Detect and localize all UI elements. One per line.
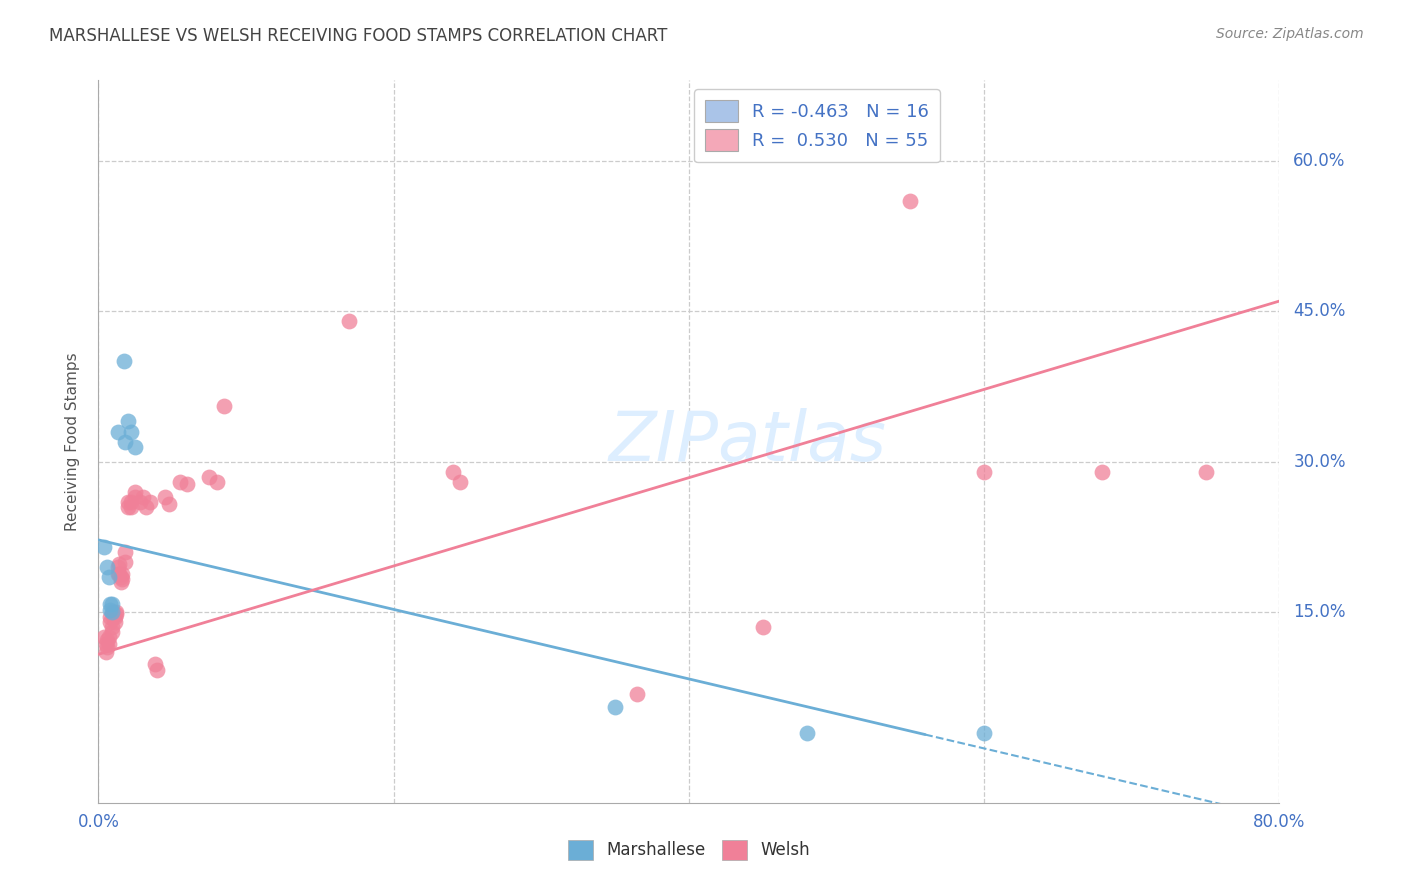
Point [973,465,995,479]
Point [103,610,125,624]
Point [112,354,135,368]
Point [103,605,125,619]
Point [153,490,176,504]
Text: Source: ZipAtlas.com: Source: ZipAtlas.com [1216,27,1364,41]
Point [143,657,166,672]
Point [117,500,139,514]
Point [157,497,180,511]
Point [100,620,122,634]
Point [105,605,128,619]
Point [120,500,142,514]
Text: MARSHALLESE VS WELSH RECEIVING FOOD STAMPS CORRELATION CHART: MARSHALLESE VS WELSH RECEIVING FOOD STAM… [49,27,668,45]
Point [205,475,228,489]
Point [120,425,142,439]
Point [796,725,818,739]
Y-axis label: Receiving Food Stamps: Receiving Food Stamps [65,352,80,531]
Text: 15.0%: 15.0% [1294,603,1346,621]
Point [1091,465,1114,479]
Point [97,570,120,584]
Point [96,560,118,574]
Point [139,494,162,508]
Point [111,572,134,586]
Text: ZIPatlas: ZIPatlas [609,408,887,475]
Point [107,567,129,582]
Point [98,597,121,611]
Point [97,630,120,644]
Point [98,603,121,617]
Point [973,725,995,739]
Point [449,475,471,489]
Point [605,700,627,714]
Point [120,494,142,508]
Point [114,545,136,559]
Point [146,664,169,678]
Text: 60.0%: 60.0% [1294,152,1346,169]
Point [104,615,127,630]
Point [100,605,122,619]
Point [100,625,122,640]
Text: 30.0%: 30.0% [1294,452,1346,471]
Point [198,469,221,483]
Point [441,465,464,479]
Point [111,567,134,582]
Point [110,570,132,584]
Point [105,607,128,622]
Point [98,615,121,630]
Point [107,425,129,439]
Point [96,633,118,648]
Point [98,610,121,624]
Point [94,637,117,651]
Point [135,500,157,514]
Point [100,597,122,611]
Point [212,400,235,414]
Point [124,484,146,499]
Legend: Marshallese, Welsh: Marshallese, Welsh [561,833,817,867]
Text: 45.0%: 45.0% [1294,302,1346,320]
Point [114,434,136,449]
Point [94,645,117,659]
Point [132,490,155,504]
Point [124,440,146,454]
Point [176,476,198,491]
Point [117,414,139,429]
Point [339,314,361,328]
Point [108,567,131,582]
Point [93,630,115,644]
Point [93,540,115,554]
Point [752,620,775,634]
Point [128,494,150,508]
Point [110,575,132,590]
Point [97,637,120,651]
Point [104,610,127,624]
Point [108,557,131,571]
Point [96,640,118,655]
Point [1195,465,1218,479]
Point [900,194,922,208]
Point [117,494,139,508]
Point [626,687,648,701]
Point [169,475,191,489]
Point [107,560,129,574]
Point [114,555,136,569]
Point [124,490,146,504]
